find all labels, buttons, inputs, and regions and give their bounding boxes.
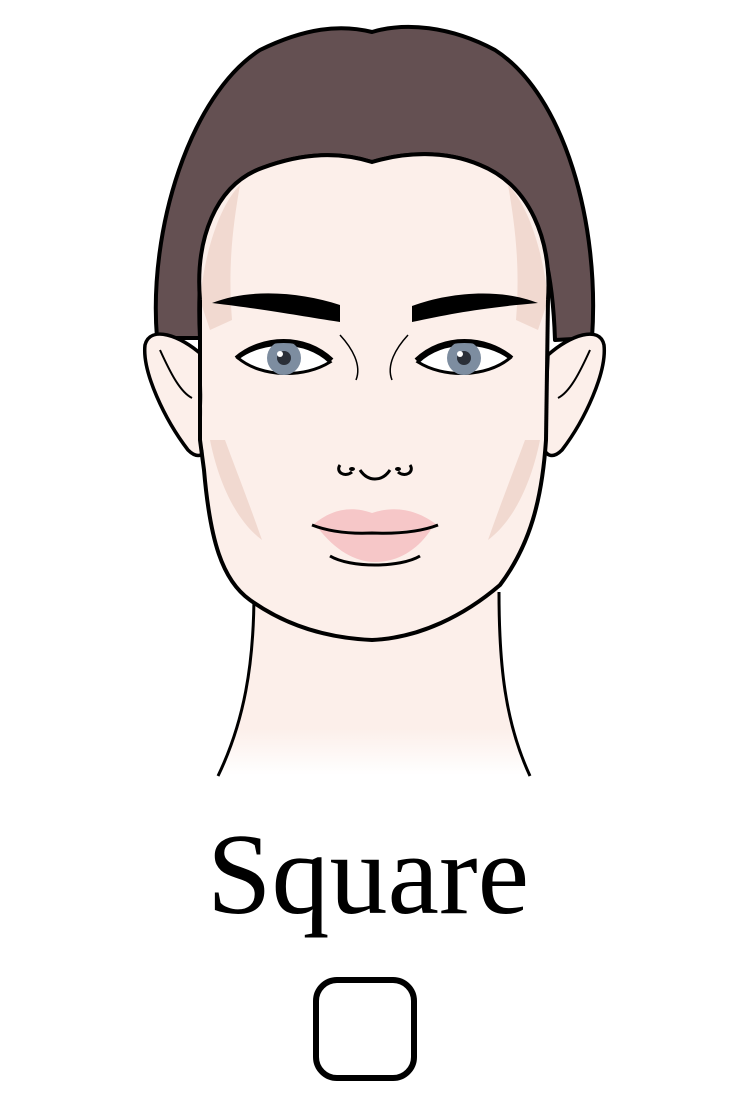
hairline — [197, 152, 551, 301]
nose-bridge-right — [389, 334, 409, 381]
rounded-square-outline-icon — [313, 977, 417, 1081]
lips — [311, 509, 439, 567]
ear-left — [143, 332, 208, 458]
face-illustration — [143, 24, 606, 777]
eyebrow-left — [212, 293, 340, 322]
eye-right — [414, 339, 514, 376]
face — [199, 154, 549, 640]
ear-right — [542, 332, 606, 458]
neck — [218, 590, 528, 775]
ear-left-inner — [159, 349, 193, 399]
nose-bridge-left — [339, 334, 359, 381]
neck-line-right — [497, 591, 532, 777]
face-shape-label: Square — [206, 811, 530, 939]
nose — [337, 464, 413, 481]
ear-right-inner — [557, 349, 591, 399]
neck-line-left — [216, 591, 256, 777]
contour-shading — [200, 185, 548, 540]
eye-left — [234, 339, 334, 376]
face-outline — [198, 438, 548, 643]
eyebrow-right — [412, 293, 538, 322]
